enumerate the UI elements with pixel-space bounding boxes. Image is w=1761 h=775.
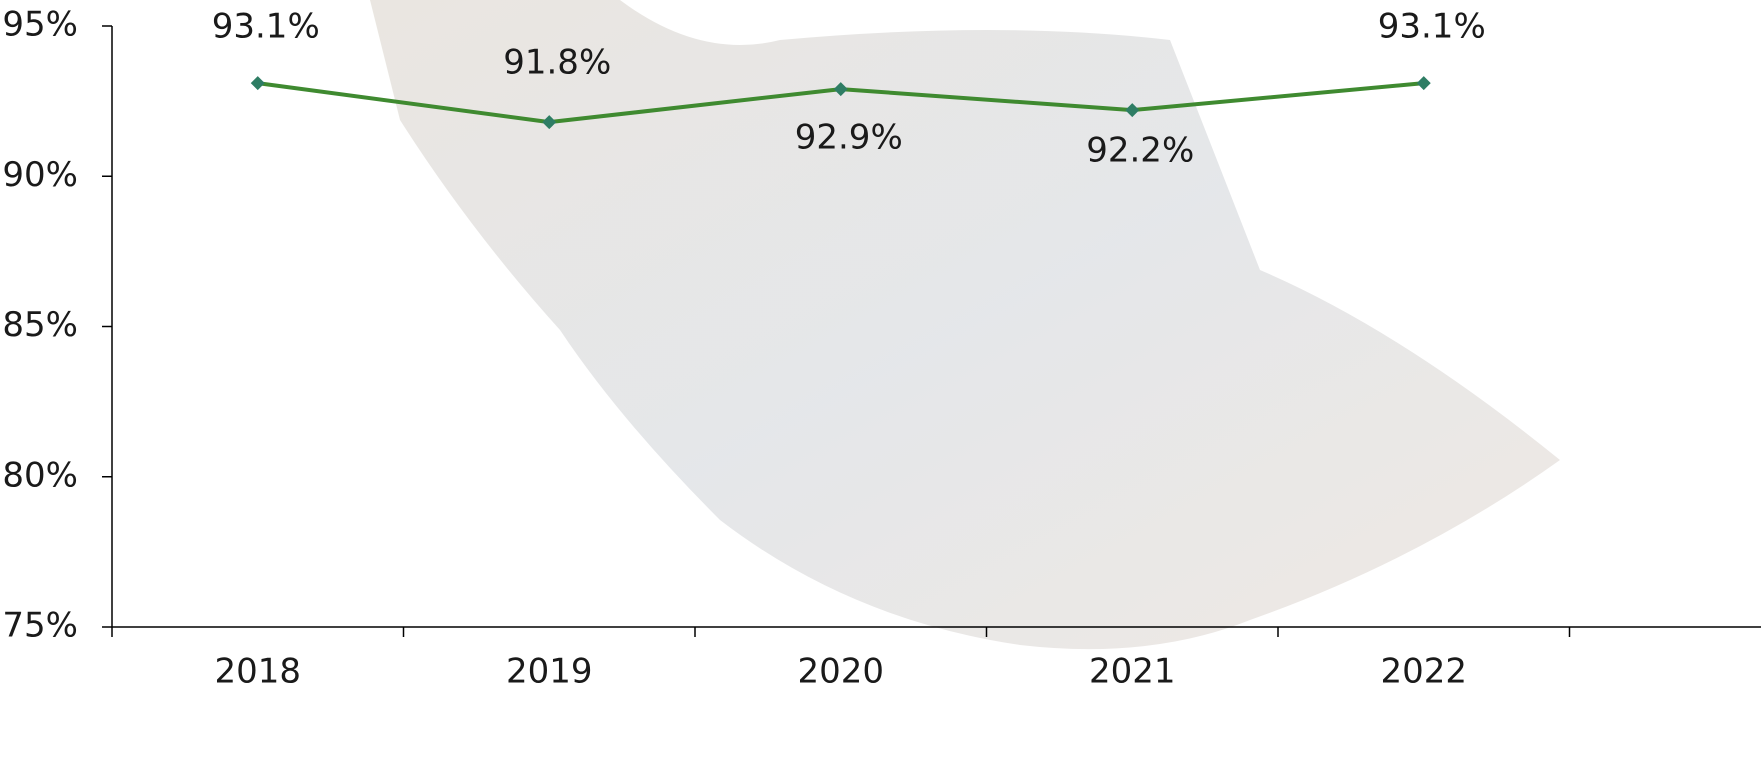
data-label: 92.9% xyxy=(795,118,903,158)
x-tick-label: 2021 xyxy=(1089,652,1176,692)
y-tick-label: 85% xyxy=(2,305,78,345)
marker xyxy=(1417,76,1431,90)
marker xyxy=(251,76,265,90)
x-tick-label: 2019 xyxy=(506,652,593,692)
data-label: 92.2% xyxy=(1086,131,1194,171)
y-tick-label: 90% xyxy=(2,155,78,195)
x-tick-label: 2022 xyxy=(1380,652,1467,692)
chart: 75% 80% 85% 90% 95% 2018 2019 2020 2021 2022 93.1%… xyxy=(0,0,1761,775)
data-label: 91.8% xyxy=(503,43,611,83)
y-tick-label: 75% xyxy=(2,606,78,646)
x-tick-label: 2020 xyxy=(797,652,884,692)
y-tick-label: 80% xyxy=(2,455,78,495)
data-label: 93.1% xyxy=(1378,7,1486,47)
data-label: 93.1% xyxy=(212,7,320,47)
y-tick-label: 95% xyxy=(2,5,78,45)
x-tick-label: 2018 xyxy=(214,652,301,692)
